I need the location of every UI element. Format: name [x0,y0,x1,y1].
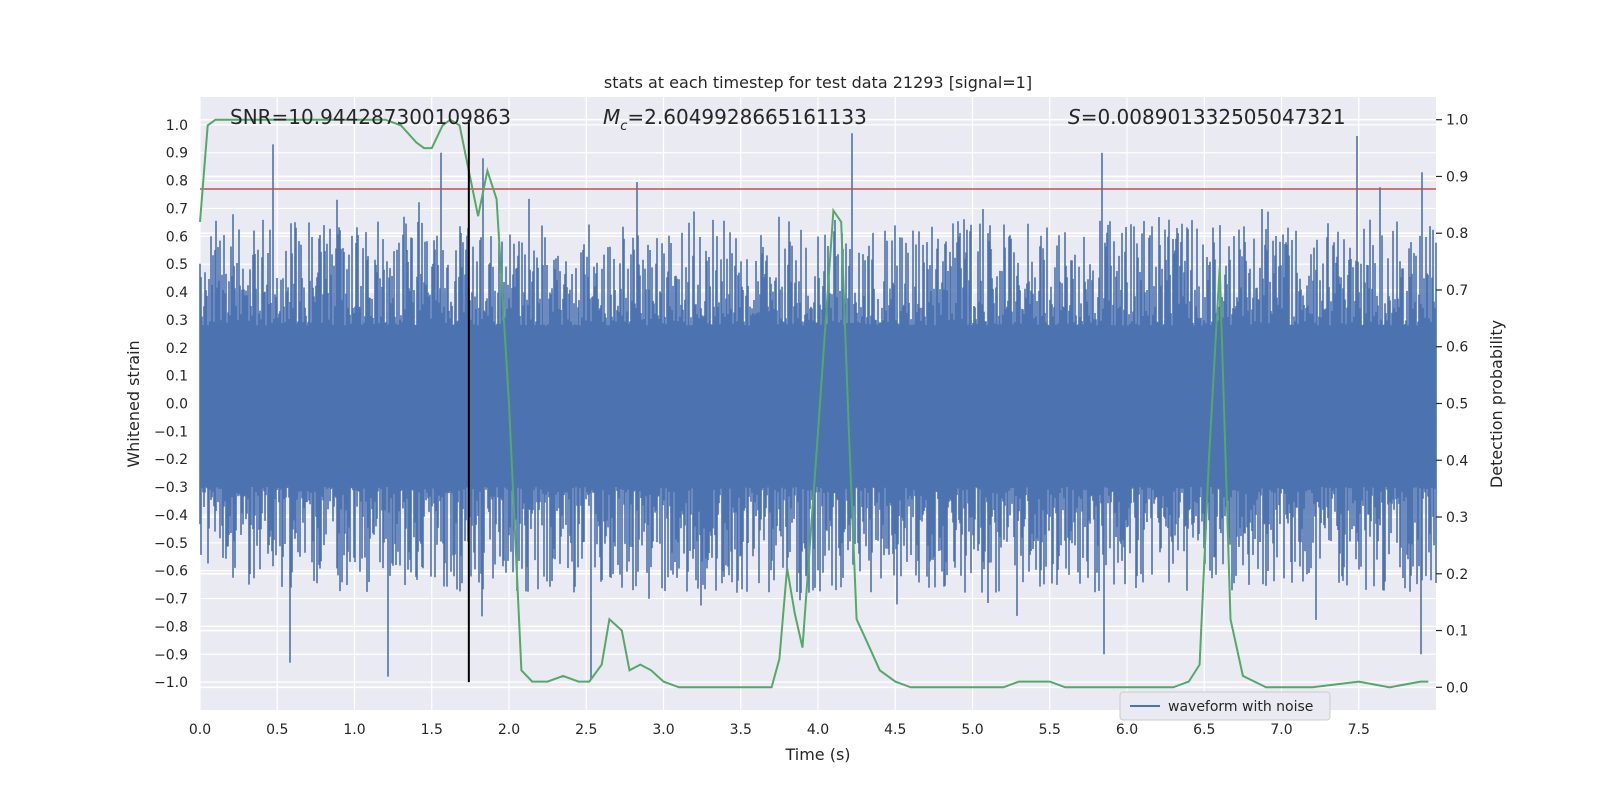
y2-tick-label: 0.1 [1446,624,1468,640]
y-tick-label: −0.3 [154,480,188,496]
y2-tick-label: 0.3 [1446,510,1468,526]
legend: waveform with noise [1119,691,1331,721]
y-tick-label: 0.5 [166,257,188,273]
y-tick-label: 1.0 [166,118,188,134]
noise-dense-band [200,342,1436,474]
series-waveform-with-noise [199,133,1437,680]
y-tick-label: −0.6 [154,564,188,580]
x-axis-ticks: 0.0 0.5 1.0 1.5 2.0 2.5 3.0 3.5 4.0 4.5 5.0 5.5 6.0 6… [189,722,1370,738]
y-axis-label: Whitened strain [124,340,143,467]
y-tick-label: −0.7 [154,592,188,608]
x-tick-label: 4.5 [884,722,906,738]
chirp-mass-symbol: M [603,105,620,129]
x-tick-label: 7.5 [1348,722,1370,738]
y2-axis-label: Detection probability [1487,320,1506,488]
x-tick-label: 1.5 [421,722,443,738]
y2-tick-label: 0.5 [1446,397,1468,413]
y-tick-label: −0.8 [154,619,188,635]
y-tick-label: −0.4 [154,508,188,524]
x-tick-label: 3.0 [652,722,674,738]
x-tick-label: 3.5 [730,722,752,738]
y2-tick-label: 1.0 [1446,113,1468,129]
y2-tick-label: 0.8 [1446,226,1468,242]
x-tick-label: 5.0 [961,722,983,738]
x-tick-label: 7.0 [1270,722,1292,738]
y2-axis-ticks: 1.0 0.9 0.8 0.7 0.6 0.5 0.4 0.3 0.2 0.1 0.0 [1436,113,1468,696]
legend-box [1119,691,1331,721]
x-tick-label: 2.0 [498,722,520,738]
y2-tick-label: 0.6 [1446,340,1468,356]
y-tick-label: −0.9 [154,647,188,663]
x-tick-label: 1.0 [343,722,365,738]
y-tick-label: −0.5 [154,536,188,552]
y2-tick-label: 0.9 [1446,169,1468,185]
x-tick-label: 0.5 [266,722,288,738]
chirp-mass-annotation: Mc=2.6049928665161133 [603,105,867,134]
y2-tick-label: 0.4 [1446,453,1468,469]
y-tick-label: 0.2 [166,341,188,357]
x-tick-label: 2.5 [575,722,597,738]
y2-tick-label: 0.0 [1446,680,1468,696]
y2-tick-label: 0.7 [1446,283,1468,299]
x-axis-label: Time (s) [784,745,850,764]
y-tick-label: 0.3 [166,313,188,329]
chirp-mass-subscript: c [620,119,627,134]
y2-tick-label: 0.2 [1446,567,1468,583]
chirp-mass-value: =2.6049928665161133 [627,105,866,129]
y-tick-label: −1.0 [154,675,188,691]
y-tick-label: 0.9 [166,146,188,162]
x-tick-label: 6.5 [1193,722,1215,738]
x-tick-label: 5.5 [1039,722,1061,738]
legend-label-waveform: waveform with noise [1168,699,1313,715]
chart-title: stats at each timestep for test data 212… [604,73,1032,92]
x-tick-label: 0.0 [189,722,211,738]
y-tick-label: −0.2 [154,452,188,468]
s-annotation: S=0.008901332505047321 [1068,105,1346,129]
x-tick-label: 6.0 [1116,722,1138,738]
y-tick-label: 0.6 [166,229,188,245]
y-tick-label: 0.0 [166,397,188,413]
detection-probability-line [199,118,1429,689]
y-tick-label: 0.4 [166,285,188,301]
x-tick-label: 4.0 [807,722,829,738]
s-symbol: S [1068,105,1081,129]
y-tick-label: 0.8 [166,174,188,190]
y-tick-label: 0.7 [166,201,188,217]
y-tick-label: −0.1 [154,424,188,440]
y-tick-label: 0.1 [166,369,188,385]
s-value: =0.008901332505047321 [1081,105,1346,129]
snr-annotation: SNR=10.944287300109863 [230,105,511,129]
y-axis-ticks: 1.0 0.9 0.8 0.7 0.6 0.5 0.4 0.3 0.2 0.1 0.0 −0.1 −0.… [154,118,188,691]
